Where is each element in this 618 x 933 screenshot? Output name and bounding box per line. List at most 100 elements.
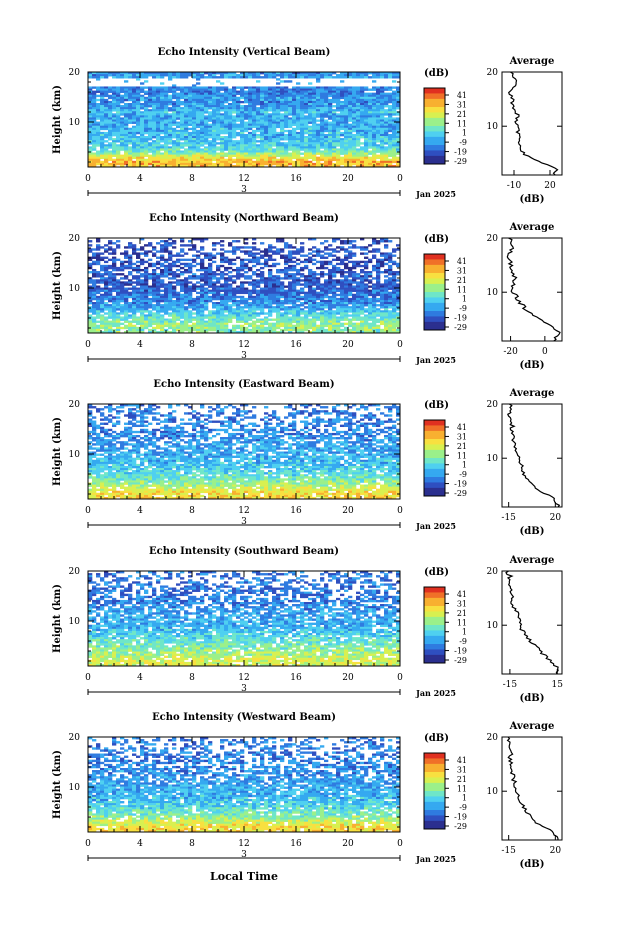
heatmap-cell bbox=[144, 120, 148, 122]
heatmap-cell bbox=[308, 107, 312, 109]
heatmap-cell bbox=[92, 109, 96, 111]
heatmap-cell bbox=[144, 148, 148, 150]
heatmap-cell bbox=[316, 91, 320, 93]
heatmap-cell bbox=[136, 283, 140, 285]
heatmap-cell bbox=[208, 76, 212, 78]
heatmap-cell bbox=[104, 74, 108, 76]
heatmap-cell bbox=[120, 126, 124, 128]
heatmap-cell bbox=[152, 279, 156, 281]
heatmap-cell bbox=[216, 122, 220, 124]
heatmap-cell bbox=[180, 267, 184, 269]
heatmap-cell bbox=[132, 161, 136, 163]
heatmap-cell bbox=[372, 255, 376, 257]
heatmap-cell bbox=[340, 302, 344, 304]
heatmap-cell bbox=[392, 157, 396, 159]
heatmap-cell bbox=[284, 105, 288, 107]
heatmap-cell bbox=[300, 74, 304, 76]
heatmap-cell bbox=[388, 97, 392, 99]
heatmap-cell bbox=[376, 155, 380, 157]
heatmap-cell bbox=[316, 277, 320, 279]
heatmap-cell bbox=[176, 155, 180, 157]
heatmap-cell bbox=[188, 107, 192, 109]
heatmap-cell bbox=[368, 105, 372, 107]
heatmap-cell bbox=[328, 148, 332, 150]
heatmap-cell bbox=[324, 304, 328, 306]
heatmap-cell bbox=[196, 155, 200, 157]
heatmap-cell bbox=[244, 290, 248, 292]
heatmap-cell bbox=[192, 300, 196, 302]
heatmap-cell bbox=[224, 302, 228, 304]
heatmap-cell bbox=[112, 296, 116, 298]
heatmap-cell bbox=[352, 277, 356, 279]
heatmap-cell bbox=[232, 86, 236, 88]
heatmap-cell bbox=[260, 128, 264, 130]
heatmap-cell bbox=[320, 300, 324, 302]
heatmap-cell bbox=[188, 113, 192, 115]
heatmap-cell bbox=[348, 120, 352, 122]
heatmap-cell bbox=[196, 113, 200, 115]
heatmap-cell bbox=[296, 279, 300, 281]
heatmap-cell bbox=[284, 138, 288, 140]
heatmap-cell bbox=[148, 242, 152, 244]
heatmap-cells bbox=[88, 72, 400, 167]
heatmap-cell bbox=[356, 155, 360, 157]
heatmap-cell bbox=[288, 89, 292, 91]
heatmap-cell bbox=[204, 138, 208, 140]
heatmap-cell bbox=[264, 150, 268, 152]
heatmap-cell bbox=[168, 163, 172, 165]
heatmap-cell bbox=[220, 105, 224, 107]
heatmap-cell bbox=[116, 294, 120, 296]
heatmap-cell bbox=[308, 109, 312, 111]
heatmap-cell bbox=[284, 76, 288, 78]
heatmap-cell bbox=[180, 101, 184, 103]
heatmap-cell bbox=[200, 138, 204, 140]
heatmap-cell bbox=[160, 126, 164, 128]
heatmap-cell bbox=[120, 252, 124, 254]
heatmap-cell bbox=[228, 271, 232, 273]
heatmap-cell bbox=[360, 74, 364, 76]
heatmap-cell bbox=[216, 107, 220, 109]
heatmap-cell bbox=[112, 128, 116, 130]
heatmap-cell bbox=[108, 246, 112, 248]
heatmap-cell bbox=[136, 267, 140, 269]
heatmap-cell bbox=[328, 101, 332, 103]
heatmap-cell bbox=[332, 281, 336, 283]
heatmap-cell bbox=[88, 157, 92, 159]
heatmap-cell bbox=[348, 283, 352, 285]
heatmap-cell bbox=[216, 76, 220, 78]
heatmap-cell bbox=[360, 89, 364, 91]
heatmap-cell bbox=[176, 269, 180, 271]
heatmap-cell bbox=[156, 95, 160, 97]
colorbar-swatch bbox=[424, 153, 445, 156]
heatmap-cell bbox=[120, 288, 124, 290]
heatmap-cell bbox=[100, 300, 104, 302]
heatmap-cell bbox=[296, 132, 300, 134]
heatmap-cell bbox=[332, 250, 336, 252]
heatmap-cell bbox=[336, 117, 340, 119]
heatmap-cell bbox=[264, 140, 268, 142]
heatmap-cell bbox=[308, 277, 312, 279]
heatmap-cell bbox=[276, 113, 280, 115]
heatmap-cell bbox=[292, 130, 296, 132]
heatmap-cell bbox=[380, 155, 384, 157]
heatmap-cell bbox=[208, 290, 212, 292]
heatmap-cell bbox=[108, 252, 112, 254]
heatmap-cell bbox=[340, 91, 344, 93]
heatmap-cell bbox=[100, 155, 104, 157]
heatmap-cell bbox=[176, 296, 180, 298]
heatmap-cell bbox=[100, 259, 104, 261]
heatmap-cell bbox=[316, 273, 320, 275]
heatmap-cell bbox=[348, 113, 352, 115]
heatmap-cell bbox=[164, 250, 168, 252]
heatmap-cell bbox=[132, 142, 136, 144]
heatmap-cell bbox=[260, 111, 264, 113]
heatmap-cell bbox=[160, 91, 164, 93]
heatmap-cell bbox=[388, 113, 392, 115]
heatmap-cell bbox=[244, 76, 248, 78]
heatmap-cell bbox=[224, 163, 228, 165]
heatmap-cell bbox=[348, 126, 352, 128]
heatmap-cell bbox=[132, 105, 136, 107]
heatmap-cell bbox=[124, 163, 128, 165]
heatmap-cell bbox=[264, 93, 268, 95]
heatmap-cell bbox=[212, 103, 216, 105]
